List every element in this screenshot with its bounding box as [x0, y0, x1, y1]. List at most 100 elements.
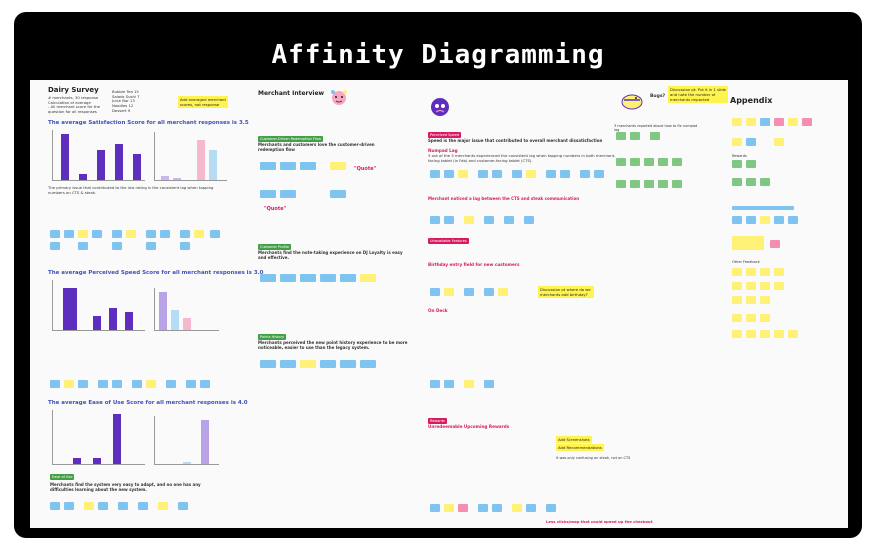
- sticky-note[interactable]: [760, 314, 770, 322]
- sticky-note[interactable]: [774, 330, 784, 338]
- sticky-note[interactable]: [458, 504, 468, 512]
- sticky-note[interactable]: [746, 296, 756, 304]
- sticky-note[interactable]: [492, 170, 502, 178]
- sticky-note[interactable]: [774, 138, 784, 146]
- sticky-note[interactable]: [84, 502, 94, 510]
- sticky-note[interactable]: [594, 170, 604, 178]
- sticky-note[interactable]: [802, 118, 812, 126]
- sticky-note[interactable]: [260, 162, 276, 170]
- sticky-note[interactable]: [146, 380, 156, 388]
- sticky-note[interactable]: [138, 502, 148, 510]
- sticky-note[interactable]: [760, 178, 770, 186]
- sticky-note[interactable]: [650, 132, 660, 140]
- sticky-note[interactable]: [464, 216, 474, 224]
- sticky-note[interactable]: [78, 242, 88, 250]
- sticky-note[interactable]: [616, 158, 626, 166]
- sticky-note[interactable]: [444, 504, 454, 512]
- sticky-note[interactable]: [732, 160, 742, 168]
- sticky-note[interactable]: [64, 502, 74, 510]
- sticky-note[interactable]: [78, 380, 88, 388]
- sticky-note[interactable]: [672, 158, 682, 166]
- sticky-note[interactable]: [492, 504, 502, 512]
- sticky-note[interactable]: [788, 118, 798, 126]
- sticky-note[interactable]: [92, 230, 102, 238]
- sticky-note[interactable]: [746, 314, 756, 322]
- sticky-note[interactable]: [484, 288, 494, 296]
- sticky-note[interactable]: [774, 118, 784, 126]
- sticky-note[interactable]: [512, 504, 522, 512]
- sticky-note[interactable]: [112, 230, 122, 238]
- sticky-note[interactable]: [458, 170, 468, 178]
- sticky-note[interactable]: [732, 206, 794, 210]
- sticky-note[interactable]: [50, 242, 60, 250]
- sticky-note[interactable]: [774, 268, 784, 276]
- sticky-note[interactable]: [146, 230, 156, 238]
- sticky-note[interactable]: [444, 288, 454, 296]
- sticky-note[interactable]: [546, 504, 556, 512]
- sticky-note[interactable]: [340, 274, 356, 282]
- sticky-note[interactable]: [430, 288, 440, 296]
- sticky-note[interactable]: [78, 230, 88, 238]
- sticky-note[interactable]: [630, 158, 640, 166]
- sticky-note[interactable]: [180, 230, 190, 238]
- sticky-note[interactable]: [260, 190, 276, 198]
- sticky-note[interactable]: [112, 242, 122, 250]
- sticky-note[interactable]: [760, 118, 770, 126]
- sticky-note[interactable]: [430, 170, 440, 178]
- sticky-note[interactable]: [524, 216, 534, 224]
- sticky-note[interactable]: [444, 380, 454, 388]
- sticky-note[interactable]: [732, 138, 742, 146]
- sticky-note[interactable]: [430, 380, 440, 388]
- sticky-note[interactable]: [746, 216, 756, 224]
- sticky-note[interactable]: [732, 282, 742, 290]
- sticky-note[interactable]: [616, 180, 626, 188]
- sticky-note[interactable]: [732, 268, 742, 276]
- sticky-note[interactable]: [180, 242, 190, 250]
- sticky-note[interactable]: [478, 170, 488, 178]
- sticky-note[interactable]: [210, 230, 220, 238]
- sticky-note[interactable]: [320, 360, 336, 368]
- sticky-note[interactable]: [732, 314, 742, 322]
- sticky-note[interactable]: [280, 360, 296, 368]
- sticky-note[interactable]: [464, 380, 474, 388]
- sticky-note[interactable]: [430, 216, 440, 224]
- sticky-note[interactable]: [644, 180, 654, 188]
- sticky-note[interactable]: [50, 380, 60, 388]
- sticky-note[interactable]: [630, 180, 640, 188]
- sticky-note[interactable]: [158, 502, 168, 510]
- sticky-note[interactable]: [330, 162, 346, 170]
- sticky-note[interactable]: [644, 158, 654, 166]
- sticky-note[interactable]: [732, 330, 742, 338]
- sticky-note[interactable]: [770, 240, 780, 248]
- sticky-note[interactable]: [760, 216, 770, 224]
- sticky-note[interactable]: [760, 282, 770, 290]
- sticky-note[interactable]: [50, 230, 60, 238]
- sticky-note[interactable]: [118, 502, 128, 510]
- sticky-note[interactable]: [200, 380, 210, 388]
- sticky-note[interactable]: [560, 170, 570, 178]
- sticky-note[interactable]: [746, 118, 756, 126]
- sticky-note[interactable]: [526, 504, 536, 512]
- sticky-note[interactable]: [300, 360, 316, 368]
- sticky-note[interactable]: [98, 380, 108, 388]
- sticky-note[interactable]: [498, 288, 508, 296]
- sticky-note[interactable]: [774, 216, 784, 224]
- sticky-note[interactable]: [430, 504, 440, 512]
- sticky-note[interactable]: [526, 170, 536, 178]
- sticky-note[interactable]: [746, 138, 756, 146]
- sticky-note[interactable]: [126, 230, 136, 238]
- sticky-note[interactable]: [112, 380, 122, 388]
- sticky-note[interactable]: [512, 170, 522, 178]
- sticky-note[interactable]: [732, 178, 742, 186]
- sticky-note[interactable]: [330, 190, 346, 198]
- sticky-note[interactable]: [98, 502, 108, 510]
- sticky-note[interactable]: [774, 282, 784, 290]
- sticky-note[interactable]: [300, 162, 316, 170]
- sticky-note[interactable]: [444, 216, 454, 224]
- sticky-note[interactable]: [484, 216, 494, 224]
- sticky-note[interactable]: [280, 274, 296, 282]
- sticky-note[interactable]: [160, 230, 170, 238]
- sticky-note[interactable]: [360, 274, 376, 282]
- sticky-note[interactable]: [484, 380, 494, 388]
- sticky-note[interactable]: [50, 502, 60, 510]
